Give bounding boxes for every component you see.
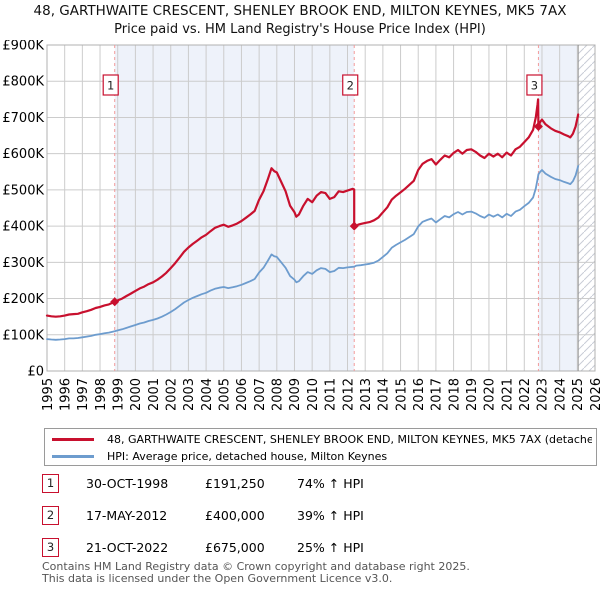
sale-number-badge: 1 <box>42 474 59 493</box>
page-title: 48, GARTHWAITE CRESCENT, SHENLEY BROOK E… <box>33 3 567 19</box>
x-axis-tick-label: 2001 <box>147 378 162 411</box>
sale-marker-label: 3 <box>531 79 538 93</box>
legend-line-red <box>52 438 94 441</box>
x-axis-tick-label: 2021 <box>500 378 515 411</box>
x-axis-tick-label: 2024 <box>553 378 568 411</box>
price-history-chart: 1 2 3 £0 £100K £200K £300K £400K £500K £600K £700K… <box>2 40 600 411</box>
x-axis-tick-label: 2000 <box>129 378 144 411</box>
x-axis-tick-label: 2014 <box>377 378 392 411</box>
x-axis-tick-label: 2015 <box>394 378 409 411</box>
legend-item-hpi: HPI: Average price, detached house, Milt… <box>52 449 592 464</box>
x-axis-tick-label: 2006 <box>235 378 250 411</box>
sale-date: 17-MAY-2012 <box>86 508 168 523</box>
x-axis-tick-label: 2005 <box>218 378 233 411</box>
y-axis-tick-label: £900K <box>2 40 44 54</box>
licence-line: This data is licensed under the Open Gov… <box>42 572 393 585</box>
y-axis-tick-label: £0 <box>27 365 44 380</box>
x-axis-tick-label: 2007 <box>253 378 268 411</box>
x-axis-tick-label: 2003 <box>182 378 197 411</box>
sale-marker-label: 2 <box>347 79 354 93</box>
legend-label-property: 48, GARTHWAITE CRESCENT, SHENLEY BROOK E… <box>107 433 592 446</box>
x-axis-tick-label: 2020 <box>483 378 498 411</box>
sale-marker-label: 1 <box>107 79 114 93</box>
sale-marker-label-box <box>526 74 543 96</box>
sale-marker-label-box <box>342 74 359 96</box>
x-axis-tick-label: 1996 <box>58 378 73 411</box>
legend-item-property: 48, GARTHWAITE CRESCENT, SHENLEY BROOK E… <box>52 432 592 447</box>
x-axis-tick-label: 2011 <box>324 378 339 411</box>
x-axis-tick-label: 1999 <box>111 378 126 411</box>
x-axis-tick-label: 2009 <box>288 378 303 411</box>
series-price-paid <box>45 98 580 318</box>
copyright-line: Contains HM Land Registry data © Crown c… <box>42 560 470 573</box>
x-axis-tick-label: 2023 <box>536 378 551 411</box>
gridlines <box>46 44 596 372</box>
sale-price: £191,250 <box>205 476 265 491</box>
sale-row-2: 2 17-MAY-2012 £400,000 39% ↑ HPI <box>42 506 598 526</box>
series-hpi <box>46 165 580 341</box>
legend: 48, GARTHWAITE CRESCENT, SHENLEY BROOK E… <box>44 428 597 466</box>
legend-label-hpi: HPI: Average price, detached house, Milt… <box>107 450 388 463</box>
x-axis-tick-label: 2016 <box>412 378 427 411</box>
plot-border <box>46 44 596 372</box>
y-axis-tick-label: £400K <box>2 220 44 235</box>
y-axis-tick-label: £800K <box>2 75 44 90</box>
sale-price: £400,000 <box>205 508 265 523</box>
sale-vs-hpi: 25% ↑ HPI <box>297 540 364 555</box>
sale-marker-diamond <box>533 122 543 131</box>
sale-vs-hpi: 74% ↑ HPI <box>297 476 364 491</box>
future-hatch-region <box>578 45 595 371</box>
sale-price: £675,000 <box>205 540 265 555</box>
x-axis-tick-label: 2002 <box>164 378 179 411</box>
x-axis-tick-label: 2008 <box>271 378 286 411</box>
x-axis-tick-label: 2026 <box>589 378 600 411</box>
sale-marker-label-box <box>102 74 119 96</box>
x-axis-tick-label: 1997 <box>76 378 91 411</box>
x-axis-tick-label: 2012 <box>341 378 356 411</box>
sale-number-badge: 3 <box>42 538 59 557</box>
x-axis-tick-label: 2018 <box>447 378 462 411</box>
sale-marker-diamond <box>349 221 359 231</box>
sale-vs-hpi: 39% ↑ HPI <box>297 508 364 523</box>
y-axis-tick-label: £700K <box>2 111 44 126</box>
sale-date: 30-OCT-1998 <box>86 476 169 491</box>
y-axis-tick-label: £100K <box>2 328 44 343</box>
y-axis-tick-label: £600K <box>2 147 44 162</box>
sale-row-3: 3 21-OCT-2022 £675,000 25% ↑ HPI <box>42 538 598 558</box>
sale-row-1: 1 30-OCT-1998 £191,250 74% ↑ HPI <box>42 474 598 494</box>
x-axis-tick-label: 2019 <box>465 378 480 411</box>
x-axis-tick-label: 2004 <box>200 378 215 411</box>
x-axis-tick-label: 1998 <box>94 378 109 411</box>
sale-number-badge: 2 <box>42 506 59 525</box>
x-axis-tick-label: 2013 <box>359 378 374 411</box>
x-axis-tick-label: 1995 <box>41 378 56 411</box>
page-subtitle: Price paid vs. HM Land Registry's House … <box>114 22 486 37</box>
y-axis-tick-label: £200K <box>2 292 44 307</box>
sale-date: 21-OCT-2022 <box>86 540 169 555</box>
sale-marker-diamond <box>110 297 120 307</box>
x-axis-tick-label: 2010 <box>306 378 321 411</box>
y-axis-tick-label: £300K <box>2 256 44 271</box>
x-axis-tick-label: 2025 <box>571 378 586 411</box>
x-axis-tick-label: 2022 <box>518 378 533 411</box>
x-axis-tick-label: 2017 <box>430 378 445 411</box>
ownership-period-band <box>114 45 355 371</box>
y-axis-tick-label: £500K <box>2 183 44 198</box>
legend-line-blue <box>52 455 94 458</box>
ownership-period-band <box>538 45 579 371</box>
